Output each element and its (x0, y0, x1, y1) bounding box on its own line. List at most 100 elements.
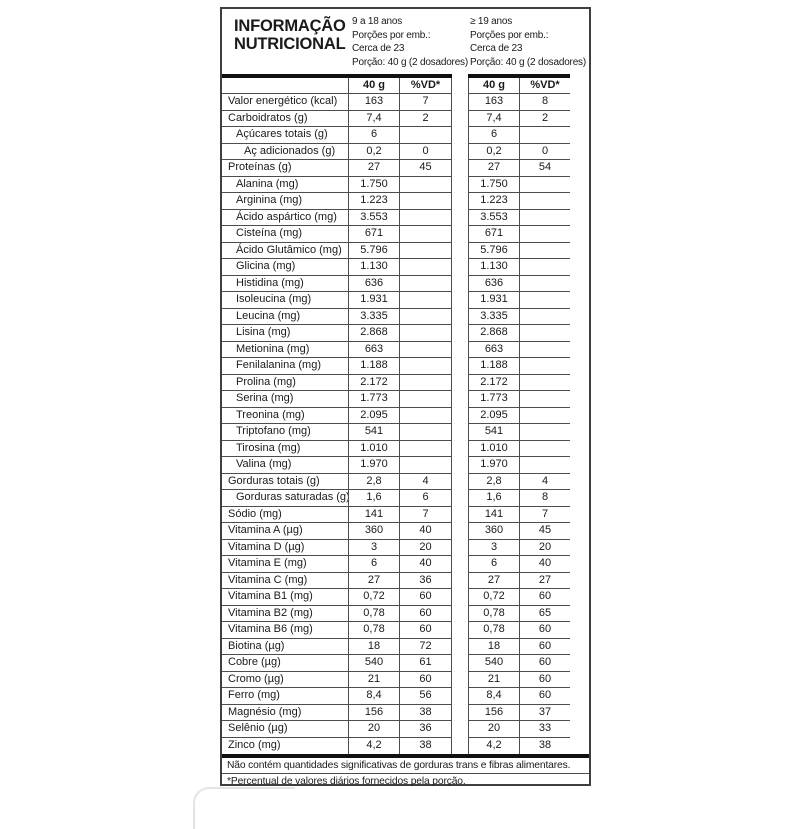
dv-group2: 60 (538, 689, 552, 701)
table-row: Tirosina (mg) 1.010 1.010 (222, 440, 589, 457)
table-row: Biotina (µg) 18 72 18 60 (222, 638, 589, 655)
dv-group2 (520, 358, 570, 374)
amount-group2: 141 (468, 506, 520, 522)
background-corner-shape (193, 787, 295, 829)
amount-group2: 163 (468, 94, 520, 110)
nutrient-label: Zinco (mg) (228, 738, 281, 751)
age-group-2-serving: Porção: 40 g (2 dosadores) (470, 56, 586, 68)
table-row: Valor energético (kcal) 163 7 163 8 (222, 94, 589, 111)
table-row: Gorduras totais (g) 2,8 4 2,8 4 (222, 473, 589, 490)
table-row: Treonina (mg) 2.095 2.095 (222, 407, 589, 424)
nutrient-label: Triptofano (mg) (236, 425, 311, 437)
amount-group1: 360 (348, 523, 400, 539)
dv-group2: 7 (541, 507, 549, 520)
dv-group1: 60 (400, 589, 452, 605)
amount-group2: 540 (468, 655, 520, 671)
table-row: Vitamina B6 (mg) 0,78 60 0,78 60 (222, 622, 589, 639)
dv-group1 (400, 226, 452, 242)
amount-group1: 4,2 (348, 737, 400, 754)
nutrient-label: Fenilalanina (mg) (236, 359, 321, 371)
dv-group2: 60 (538, 639, 552, 652)
amount-group2: 541 (468, 424, 520, 440)
amount-group1: 2.868 (348, 325, 400, 341)
amount-group2: 21 (468, 671, 520, 687)
amount-group1: 540 (348, 655, 400, 671)
dv-group1: 56 (400, 688, 452, 704)
amount-group2: 1.188 (468, 358, 520, 374)
nutrient-label: Açúcares totais (g) (236, 128, 328, 140)
table-row: Glicina (mg) 1.130 1.130 (222, 259, 589, 276)
dv-group1: 61 (400, 655, 452, 671)
nutrient-label: Cromo (µg) (228, 672, 284, 685)
nutrient-label: Ferro (mg) (228, 689, 280, 701)
amount-group1: 3.553 (348, 209, 400, 225)
nutrient-label: Vitamina B1 (mg) (228, 590, 313, 602)
nutrient-label: Proteínas (g) (228, 161, 292, 173)
dv-group2 (520, 127, 570, 143)
dv-group2 (520, 375, 570, 391)
nutrient-label: Lisina (mg) (236, 326, 291, 338)
dv-group1 (400, 259, 452, 275)
amount-group2: 27 (468, 160, 520, 176)
table-row: Ferro (mg) 8,4 56 8,4 60 (222, 688, 589, 705)
amount-group1: 6 (348, 556, 400, 572)
amount-group1: 2,8 (348, 473, 400, 489)
amount-group1: 8,4 (348, 688, 400, 704)
amount-group2: 6 (468, 127, 520, 143)
table-row: Vitamina B1 (mg) 0,72 60 0,72 60 (222, 589, 589, 606)
nutrient-label: Ácido aspártico (mg) (236, 210, 337, 223)
dv-group1: 45 (400, 160, 452, 176)
table-row: Vitamina E (mg) 6 40 6 40 (222, 556, 589, 573)
dv-group1 (400, 242, 452, 258)
dv-group2 (520, 391, 570, 407)
amount-group2: 1.130 (468, 259, 520, 275)
table-row: Vitamina C (mg) 27 36 27 27 (222, 572, 589, 589)
amount-group2: 671 (468, 226, 520, 242)
dv-group1 (400, 127, 452, 143)
table-row: Arginina (mg) 1.223 1.223 (222, 193, 589, 210)
amount-group2: 3.335 (468, 308, 520, 324)
dv-group1 (400, 308, 452, 324)
dv-group1: 36 (400, 721, 452, 737)
table-row: Magnésio (mg) 156 38 156 37 (222, 704, 589, 721)
age-group-2-label: ≥ 19 anos (470, 16, 513, 27)
dv-group2: 8 (541, 95, 549, 107)
amount-group2: 663 (468, 341, 520, 357)
table-row: Triptofano (mg) 541 541 (222, 424, 589, 441)
amount-group2: 1.773 (468, 391, 520, 407)
amount-group2: 2,8 (468, 473, 520, 489)
amount-group1: 5.796 (348, 242, 400, 258)
dv-group2 (520, 177, 570, 193)
amount-group2: 5.796 (468, 242, 520, 258)
dv-group1: 60 (400, 671, 452, 687)
dv-group1: 0 (400, 143, 452, 159)
dv-group1: 4 (400, 473, 452, 489)
nutrient-label: Gorduras saturadas (g) (236, 491, 348, 503)
dv-group2 (520, 408, 570, 424)
dv-group1: 38 (400, 737, 452, 754)
dv-group2: 45 (538, 524, 552, 536)
amount-group1: 671 (348, 226, 400, 242)
nutrient-label: Ácido Glutâmico (mg) (236, 243, 342, 256)
age-group-1-serving: Porção: 40 g (2 dosadores) (352, 56, 468, 68)
dv-group1: 72 (400, 638, 452, 654)
nutrient-label: Selênio (µg) (228, 722, 288, 734)
dv-group1: 60 (400, 622, 452, 638)
column-header-spacer (222, 78, 348, 93)
amount-group1: 541 (348, 424, 400, 440)
nutrient-label: Histidina (mg) (236, 276, 304, 289)
separator-bar-full (222, 754, 589, 758)
table-row: Cobre (µg) 540 61 540 60 (222, 655, 589, 672)
amount-group1: 156 (348, 704, 400, 720)
column-header-amount-1: 40 g (348, 78, 400, 93)
table-row: Açúcares totais (g) 6 6 (222, 127, 589, 144)
dv-group1: 7 (400, 506, 452, 522)
nutrient-label: Vitamina E (mg) (228, 557, 307, 569)
amount-group2: 360 (468, 523, 520, 539)
table-title: INFORMAÇÃO NUTRICIONAL (234, 17, 346, 53)
amount-group1: 2.095 (348, 407, 400, 423)
column-header-row: 40 g %VD* 40 g %VD* (222, 78, 589, 94)
amount-group2: 1.010 (468, 440, 520, 456)
table-row: Ácido Glutâmico (mg) 5.796 5.796 (222, 242, 589, 259)
dv-group2: 33 (538, 722, 552, 734)
